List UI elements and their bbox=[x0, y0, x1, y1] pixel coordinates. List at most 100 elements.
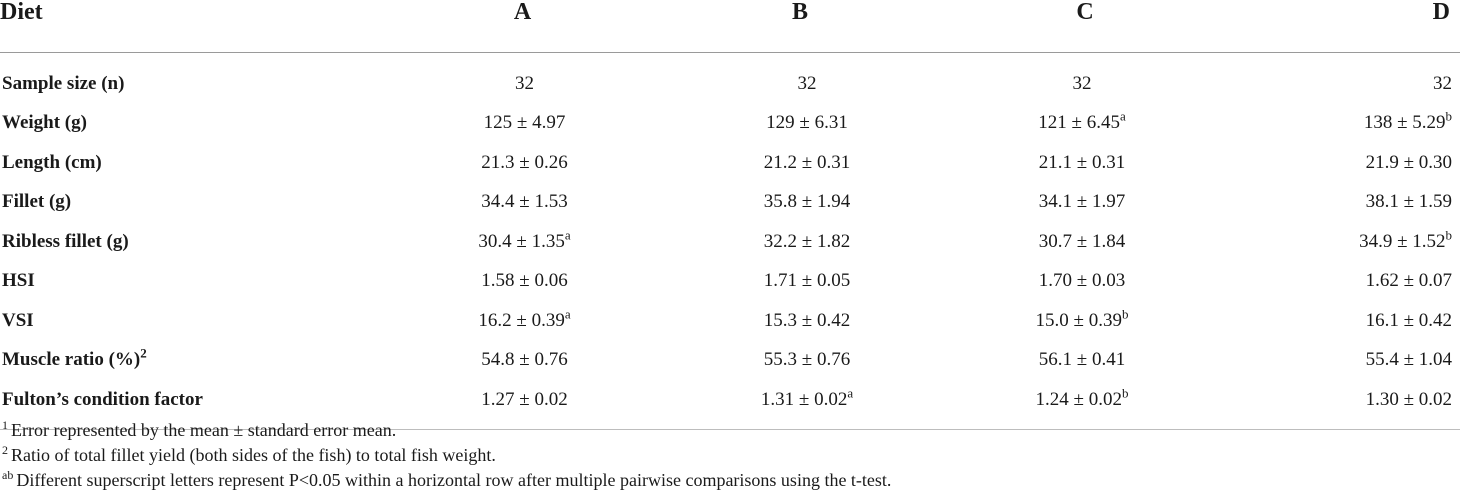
cell-diet-b: 21.2 ± 0.31 bbox=[580, 143, 870, 183]
table-row: Muscle ratio (%)2 54.8 ± 0.76 55.3 ± 0.76 5… bbox=[0, 341, 1460, 381]
cell-superscript: a bbox=[564, 306, 571, 322]
table-row: Sample size (n) 32 32 32 32 bbox=[0, 53, 1460, 104]
cell-value: 21.3 ± 0.26 bbox=[481, 151, 568, 173]
row-label-text: Sample size (n) bbox=[2, 72, 125, 94]
cell-value: 32 bbox=[1072, 72, 1092, 94]
footnote-text: Error represented by the mean ± standard… bbox=[11, 420, 397, 440]
row-label: Sample size (n) bbox=[0, 53, 290, 104]
cell-value: 21.2 ± 0.31 bbox=[763, 151, 851, 173]
cell-value: 1.70 ± 0.03 bbox=[1038, 270, 1126, 292]
row-label: HSI bbox=[0, 262, 290, 302]
row-label-text: VSI bbox=[2, 309, 34, 331]
cell-diet-a: 34.4 ± 1.53 bbox=[290, 183, 580, 223]
diet-results-table: Diet A B C D Sample size (n) 32 32 32 32 Weig… bbox=[0, 0, 1460, 430]
cell-diet-d: 138 ± 5.29b bbox=[1165, 104, 1460, 144]
cell-value: 34.1 ± 1.97 bbox=[1038, 191, 1126, 213]
cell-value: 1.58 ± 0.06 bbox=[481, 270, 568, 292]
cell-value: 1.62 ± 0.07 bbox=[1365, 270, 1452, 292]
cell-diet-b: 1.71 ± 0.05 bbox=[580, 262, 870, 302]
row-label: Fillet (g) bbox=[0, 183, 290, 223]
cell-value: 38.1 ± 1.59 bbox=[1365, 191, 1452, 213]
row-label: Fulton’s condition factor bbox=[0, 380, 290, 430]
cell-superscript: b bbox=[1121, 385, 1129, 401]
cell-superscript: b bbox=[1121, 306, 1129, 322]
cell-diet-d: 16.1 ± 0.42 bbox=[1165, 301, 1460, 341]
footnote-marker: ab bbox=[2, 468, 14, 482]
cell-value: 15.0 ± 0.39 bbox=[1035, 309, 1122, 331]
table-row: Weight (g) 125 ± 4.97 129 ± 6.31 121 ± 6.45… bbox=[0, 104, 1460, 144]
footnote: 2 Ratio of total fillet yield (both sides… bbox=[0, 443, 1460, 468]
cell-diet-c: 1.24 ± 0.02b bbox=[870, 380, 1165, 430]
table-footnotes: 1 Error represented by the mean ± standar… bbox=[0, 418, 1460, 493]
row-label-text: Length (cm) bbox=[2, 151, 102, 173]
cell-superscript: b bbox=[1445, 227, 1453, 243]
cell-diet-d: 32 bbox=[1165, 53, 1460, 104]
header-cell-a: A bbox=[290, 0, 580, 53]
cell-diet-b: 32.2 ± 1.82 bbox=[580, 222, 870, 262]
cell-diet-b: 55.3 ± 0.76 bbox=[580, 341, 870, 381]
cell-diet-c: 30.7 ± 1.84 bbox=[870, 222, 1165, 262]
header-cell-d: D bbox=[1165, 0, 1460, 53]
cell-diet-b: 35.8 ± 1.94 bbox=[580, 183, 870, 223]
cell-diet-c: 1.70 ± 0.03 bbox=[870, 262, 1165, 302]
cell-value: 34.9 ± 1.52 bbox=[1359, 230, 1446, 252]
footnote-marker: 2 bbox=[2, 443, 8, 457]
table-header: Diet A B C D bbox=[0, 0, 1460, 53]
footnote-text: Different superscript letters represent … bbox=[16, 470, 892, 490]
cell-diet-d: 21.9 ± 0.30 bbox=[1165, 143, 1460, 183]
row-label: Weight (g) bbox=[0, 104, 290, 144]
cell-value: 16.2 ± 0.39 bbox=[478, 309, 565, 331]
table-row: HSI 1.58 ± 0.06 1.71 ± 0.05 1.70 ± 0.03 1.62… bbox=[0, 262, 1460, 302]
footnote-text: Ratio of total fillet yield (both sides … bbox=[11, 445, 496, 465]
cell-diet-a: 30.4 ± 1.35a bbox=[290, 222, 580, 262]
cell-superscript: b bbox=[1445, 108, 1453, 124]
cell-value: 30.7 ± 1.84 bbox=[1038, 230, 1126, 252]
cell-diet-d: 55.4 ± 1.04 bbox=[1165, 341, 1460, 381]
cell-value: 121 ± 6.45 bbox=[1038, 112, 1120, 134]
header-cell-c: C bbox=[870, 0, 1165, 53]
cell-diet-a: 54.8 ± 0.76 bbox=[290, 341, 580, 381]
cell-diet-a: 1.58 ± 0.06 bbox=[290, 262, 580, 302]
cell-value: 32 bbox=[515, 72, 534, 94]
cell-value: 21.9 ± 0.30 bbox=[1365, 151, 1452, 173]
row-label: Length (cm) bbox=[0, 143, 290, 183]
table-body: Sample size (n) 32 32 32 32 Weight (g) 125 ± 4… bbox=[0, 53, 1460, 430]
cell-value: 129 ± 6.31 bbox=[766, 112, 848, 134]
cell-diet-c: 15.0 ± 0.39b bbox=[870, 301, 1165, 341]
cell-value: 125 ± 4.97 bbox=[483, 112, 566, 134]
cell-value: 1.71 ± 0.05 bbox=[763, 270, 851, 292]
cell-value: 35.8 ± 1.94 bbox=[763, 191, 851, 213]
table-row: VSI 16.2 ± 0.39a 15.3 ± 0.42 15.0 ± 0.39b 16… bbox=[0, 301, 1460, 341]
cell-diet-d: 1.62 ± 0.07 bbox=[1165, 262, 1460, 302]
cell-value: 32 bbox=[797, 72, 817, 94]
cell-superscript: a bbox=[1119, 108, 1126, 124]
cell-diet-c: 34.1 ± 1.97 bbox=[870, 183, 1165, 223]
table-row: Ribless fillet (g) 30.4 ± 1.35a 32.2 ± 1.8… bbox=[0, 222, 1460, 262]
header-row: Diet A B C D bbox=[0, 0, 1460, 53]
header-cell-b: B bbox=[580, 0, 870, 53]
cell-value: 32 bbox=[1433, 72, 1452, 94]
cell-diet-c: 121 ± 6.45a bbox=[870, 104, 1165, 144]
cell-value: 55.3 ± 0.76 bbox=[763, 349, 851, 371]
cell-diet-b: 1.31 ± 0.02a bbox=[580, 380, 870, 430]
footnote: 1 Error represented by the mean ± standar… bbox=[0, 418, 1460, 443]
cell-value: 15.3 ± 0.42 bbox=[763, 309, 851, 331]
cell-value: 1.30 ± 0.02 bbox=[1365, 388, 1452, 410]
cell-diet-c: 21.1 ± 0.31 bbox=[870, 143, 1165, 183]
row-label-text: Weight (g) bbox=[2, 112, 87, 134]
cell-value: 138 ± 5.29 bbox=[1363, 112, 1446, 134]
row-label-text: HSI bbox=[2, 270, 35, 292]
cell-value: 21.1 ± 0.31 bbox=[1038, 151, 1126, 173]
cell-diet-c: 56.1 ± 0.41 bbox=[870, 341, 1165, 381]
row-label: Ribless fillet (g) bbox=[0, 222, 290, 262]
cell-value: 16.1 ± 0.42 bbox=[1365, 309, 1452, 331]
cell-diet-b: 129 ± 6.31 bbox=[580, 104, 870, 144]
cell-diet-b: 32 bbox=[580, 53, 870, 104]
cell-diet-a: 125 ± 4.97 bbox=[290, 104, 580, 144]
cell-value: 55.4 ± 1.04 bbox=[1365, 349, 1452, 371]
cell-superscript: a bbox=[847, 385, 854, 401]
cell-diet-a: 21.3 ± 0.26 bbox=[290, 143, 580, 183]
table-row: Fulton’s condition factor 1.27 ± 0.02 1.31… bbox=[0, 380, 1460, 430]
cell-value: 1.24 ± 0.02 bbox=[1035, 388, 1122, 410]
cell-value: 56.1 ± 0.41 bbox=[1038, 349, 1126, 371]
